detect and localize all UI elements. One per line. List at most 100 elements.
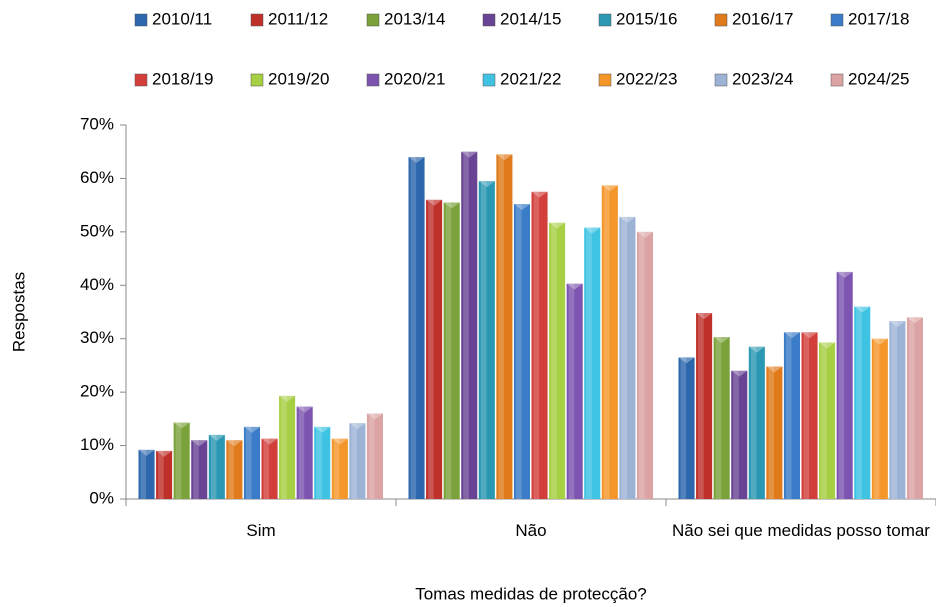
- bar: [731, 370, 748, 499]
- bar-cap: [783, 332, 800, 339]
- bar: [549, 222, 566, 499]
- bar: [871, 338, 888, 499]
- bar: [696, 313, 713, 499]
- bar-highlight: [873, 338, 880, 499]
- bar-highlight: [908, 317, 915, 499]
- bar-highlight: [368, 413, 375, 499]
- bar-highlight: [263, 438, 270, 499]
- bar-cap: [478, 181, 495, 188]
- bar: [314, 426, 331, 499]
- bar-highlight: [316, 426, 322, 499]
- x-tick-label: Não: [515, 521, 547, 540]
- bar-highlight: [410, 157, 417, 500]
- bar: [331, 438, 348, 499]
- bar-cap: [696, 313, 713, 320]
- legend-label: 2016/17: [732, 9, 793, 28]
- bar-cap: [261, 438, 278, 445]
- bar-cap: [226, 440, 243, 447]
- bar-cap: [461, 151, 478, 158]
- legend-label: 2020/21: [384, 69, 445, 88]
- bar: [296, 406, 313, 499]
- legend-swatch: [598, 13, 612, 27]
- bar: [801, 332, 818, 499]
- legend-label: 2015/16: [616, 9, 677, 28]
- bar-highlight: [333, 438, 340, 499]
- bar-highlight: [768, 366, 774, 499]
- bar: [426, 199, 443, 500]
- legend-swatch: [134, 73, 148, 87]
- bar-highlight: [568, 283, 575, 499]
- bar-cap: [854, 306, 871, 313]
- bar: [261, 438, 278, 499]
- bar: [513, 204, 530, 499]
- bar-cap: [549, 222, 566, 229]
- x-axis-label: Tomas medidas de protecção?: [415, 584, 647, 603]
- legend-label: 2014/15: [500, 9, 561, 28]
- bar-highlight: [298, 406, 305, 499]
- bar-cap: [408, 157, 425, 164]
- bar: [601, 185, 618, 500]
- legend-label: 2023/24: [732, 69, 793, 88]
- y-tick-label: 70%: [80, 114, 114, 133]
- bar-cap: [138, 449, 155, 456]
- bar-cap: [513, 204, 530, 211]
- bar-highlight: [228, 440, 234, 499]
- bar-highlight: [698, 313, 704, 499]
- bar-cap: [314, 426, 331, 433]
- legend-label: 2018/19: [152, 69, 213, 88]
- bar: [854, 306, 871, 499]
- bar-highlight: [891, 321, 897, 499]
- bar: [819, 342, 836, 499]
- bar-highlight: [193, 440, 199, 499]
- bar-highlight: [750, 346, 757, 499]
- bar-cap: [366, 413, 383, 420]
- bar-highlight: [140, 449, 147, 499]
- bar-cap: [243, 426, 260, 433]
- bar-cap: [191, 440, 208, 447]
- bar-cap: [871, 338, 888, 345]
- bar: [496, 154, 513, 499]
- bar-cap: [584, 227, 601, 234]
- bar: [584, 227, 601, 499]
- legend-label: 2011/12: [268, 9, 328, 28]
- legend-swatch: [250, 13, 264, 27]
- bar-cap: [443, 202, 460, 209]
- bar: [713, 337, 730, 499]
- bar-highlight: [621, 216, 627, 499]
- y-tick-label: 50%: [80, 221, 114, 240]
- bar: [226, 440, 243, 499]
- bar-highlight: [515, 204, 522, 499]
- bar: [138, 449, 155, 499]
- bar-cap: [349, 423, 366, 430]
- y-tick-label: 20%: [80, 382, 114, 401]
- bar-cap: [279, 395, 296, 402]
- bar-highlight: [351, 423, 357, 499]
- bar: [156, 450, 173, 499]
- legend-swatch: [598, 73, 612, 87]
- legend-swatch: [714, 73, 728, 87]
- bar-cap: [889, 321, 906, 328]
- bar: [566, 283, 583, 499]
- bar-highlight: [603, 185, 610, 500]
- legend-swatch: [482, 13, 496, 27]
- bar-cap: [678, 357, 695, 364]
- bar: [191, 440, 208, 499]
- bar: [836, 271, 853, 499]
- bar-cap: [748, 346, 765, 353]
- legend-swatch: [714, 13, 728, 27]
- bar: [443, 202, 460, 499]
- bar: [748, 346, 765, 499]
- bar-highlight: [210, 434, 217, 499]
- bar-highlight: [175, 422, 182, 499]
- bar: [173, 422, 190, 499]
- bar: [636, 231, 653, 499]
- bar-cap: [819, 342, 836, 349]
- x-tick-label: Sim: [246, 521, 276, 540]
- bar: [619, 216, 636, 499]
- legend-label: 2019/20: [268, 69, 329, 88]
- bar: [408, 157, 425, 500]
- bar-highlight: [838, 271, 845, 499]
- bar: [349, 423, 366, 499]
- legend-swatch: [830, 13, 844, 27]
